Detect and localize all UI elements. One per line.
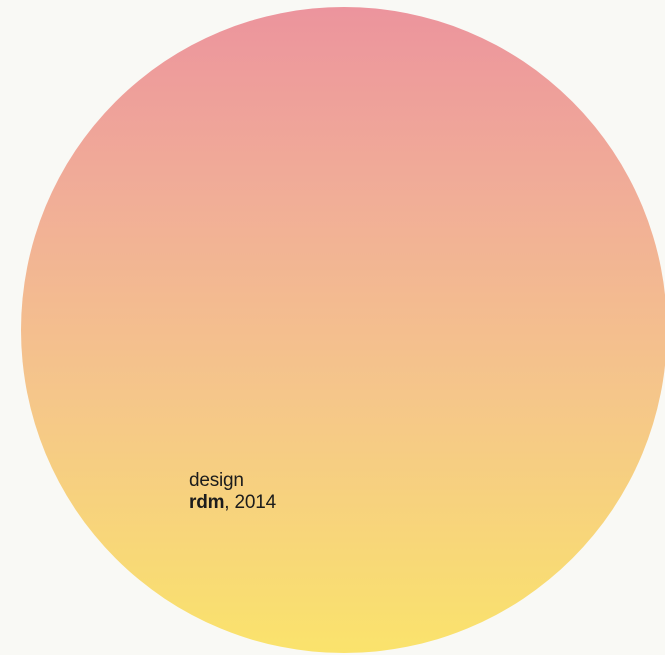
credit-author-line: rdm, 2014 xyxy=(189,492,276,514)
credit-role: design xyxy=(189,470,244,491)
gradient-circle xyxy=(21,7,665,653)
credit-year: 2014 xyxy=(234,492,276,513)
credit-separator: , xyxy=(224,492,230,513)
credit-author: rdm xyxy=(189,492,225,513)
design-credit: design rdm, 2014 xyxy=(189,470,276,514)
